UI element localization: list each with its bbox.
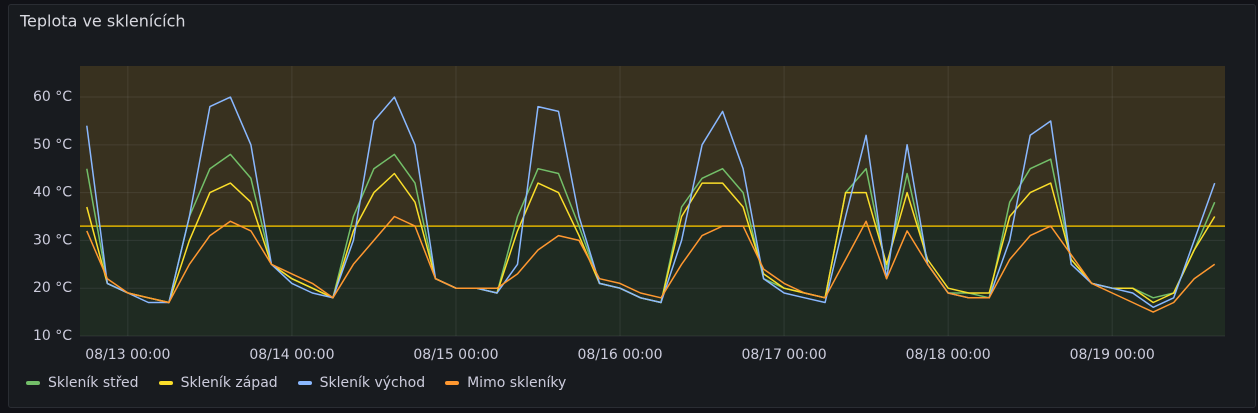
- y-tick-label: 40 °C: [33, 185, 72, 201]
- legend-item[interactable]: Skleník střed: [26, 375, 139, 391]
- legend-swatch: [297, 381, 312, 385]
- y-tick-label: 50 °C: [33, 137, 72, 153]
- threshold-zone-low: [80, 226, 1225, 336]
- legend: Skleník střed Skleník západ Skleník východ…: [26, 375, 566, 391]
- y-tick-label: 30 °C: [33, 232, 72, 248]
- y-tick-label: 60 °C: [33, 89, 72, 105]
- legend-label: Skleník střed: [48, 375, 139, 391]
- legend-item[interactable]: Skleník západ: [158, 375, 278, 391]
- legend-item[interactable]: Skleník východ: [297, 375, 426, 391]
- x-tick-label: 08/17 00:00: [742, 347, 827, 363]
- threshold-zone-high: [80, 66, 1225, 227]
- legend-label: Mimo skleníky: [467, 375, 567, 391]
- legend-swatch: [158, 381, 173, 385]
- series-line: [86, 96, 1216, 309]
- y-tick-label: 10 °C: [33, 328, 72, 344]
- legend-swatch: [445, 381, 460, 385]
- chart-title: Teplota ve sklenících: [19, 12, 186, 31]
- legend-label: Skleník východ: [319, 375, 426, 391]
- y-tick-label: 20 °C: [33, 280, 72, 296]
- x-tick-label: 08/18 00:00: [906, 347, 991, 363]
- legend-swatch: [26, 381, 40, 385]
- x-tick-label: 08/16 00:00: [577, 347, 662, 363]
- series-line: [86, 215, 1216, 313]
- legend-item[interactable]: Mimo skleníky: [445, 375, 566, 391]
- x-tick-label: 08/15 00:00: [413, 347, 498, 363]
- legend-label: Skleník západ: [180, 375, 278, 391]
- x-tick-label: 08/13 00:00: [85, 347, 170, 363]
- x-tick-label: 08/19 00:00: [1070, 347, 1155, 363]
- x-tick-label: 08/14 00:00: [249, 347, 334, 363]
